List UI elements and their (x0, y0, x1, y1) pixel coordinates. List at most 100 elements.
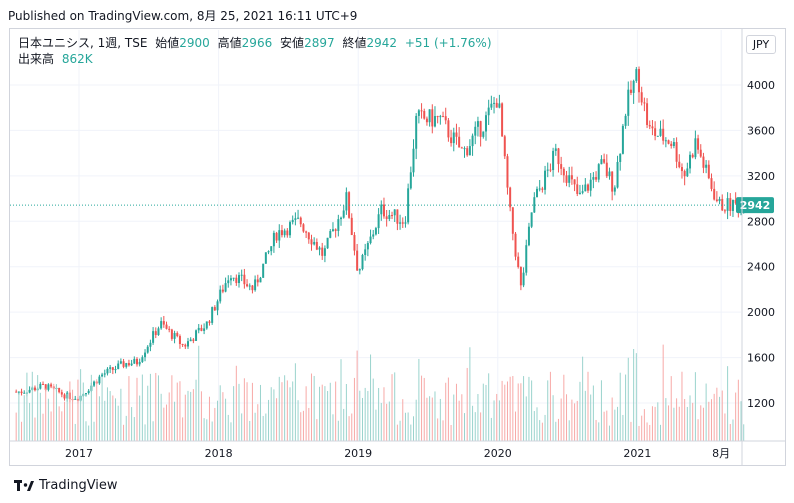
high-value: 2966 (241, 36, 273, 50)
candle-body (135, 358, 138, 365)
volume-bar (552, 395, 554, 441)
candle-body (718, 198, 721, 202)
candle-body (447, 120, 450, 138)
volume-bar (399, 420, 401, 441)
volume-bar (21, 421, 23, 441)
candle-body (356, 250, 359, 271)
volume-bar (681, 371, 683, 441)
volume-bar (490, 417, 492, 441)
candle-body (640, 92, 643, 103)
volume-bar (176, 382, 178, 441)
volume-bar (727, 366, 729, 441)
candle-body (729, 198, 732, 211)
candle-body (278, 230, 281, 241)
candle-body (388, 215, 391, 220)
volume-bar (378, 387, 380, 441)
volume-bar (340, 359, 342, 441)
volume-bar (668, 405, 670, 441)
volume-bar (316, 419, 318, 441)
volume-bar (364, 387, 366, 441)
candle-body (106, 368, 109, 374)
volume-bar (141, 374, 143, 441)
volume-bar (47, 398, 49, 441)
candle-body (624, 115, 627, 126)
volume-bar (404, 412, 406, 441)
candle-body (670, 143, 673, 147)
volume-bar (308, 407, 310, 441)
volume-bar (676, 398, 678, 441)
volume-bar (598, 422, 600, 441)
volume-bar (579, 381, 581, 441)
volume-bar (163, 407, 165, 441)
volume-bar (692, 402, 694, 441)
volume-bar (268, 399, 270, 441)
volume-bar (45, 388, 47, 441)
volume-bar (592, 385, 594, 441)
candle-body (519, 266, 522, 286)
volume-bar (171, 375, 173, 441)
volume-bar (735, 392, 737, 441)
y-tick-label: 1200 (747, 397, 775, 410)
candle-body (374, 228, 377, 235)
footer: TradingView (14, 478, 118, 493)
volume-bar (380, 402, 382, 441)
volume-bar (174, 401, 176, 441)
chart-frame (9, 28, 786, 466)
candle-body (629, 89, 632, 93)
candle-body (694, 138, 697, 158)
volume-bar (305, 386, 307, 441)
volume-bar (509, 376, 511, 441)
volume-bar (458, 400, 460, 441)
volume-bar (184, 394, 186, 441)
volume-bar (190, 391, 192, 441)
volume-bar (101, 376, 103, 441)
candle-body (272, 232, 275, 247)
currency-badge[interactable]: JPY (746, 35, 776, 54)
candle-body (127, 363, 130, 366)
volume-bar (375, 409, 377, 441)
volume-bar (531, 380, 533, 441)
volume-value: 862K (61, 52, 93, 66)
candle-body (428, 109, 431, 123)
volume-bar (64, 401, 66, 441)
volume-bar (402, 399, 404, 441)
volume-bar (590, 394, 592, 441)
published-note: Published on TradingView.com, 8月 25, 202… (8, 9, 358, 23)
candle-body (562, 168, 565, 176)
candle-body (538, 188, 541, 190)
candle-body (675, 142, 678, 162)
volume-bar (294, 363, 296, 441)
volume-bar (654, 406, 656, 441)
candle-body (133, 358, 136, 364)
volume-bar (649, 424, 651, 441)
volume-bar (55, 384, 57, 441)
candle-body (350, 217, 353, 236)
volume-bar (93, 421, 95, 441)
volume-bar (61, 411, 63, 441)
candle-body (200, 327, 203, 331)
volume-bar (646, 422, 648, 441)
candle-body (595, 177, 598, 180)
volume-bar (394, 372, 396, 441)
candle-body (74, 398, 77, 400)
candle-body (723, 210, 726, 212)
volume-bar (117, 405, 119, 441)
volume-bar (152, 421, 154, 441)
volume-bar (112, 395, 114, 441)
volume-bar (466, 367, 468, 441)
volume-bar (673, 407, 675, 441)
candle-body (216, 301, 219, 311)
volume-bar (131, 407, 133, 441)
candle-body (734, 199, 737, 204)
candle-body (240, 274, 243, 276)
candle-body (431, 109, 434, 127)
candle-body (638, 69, 641, 93)
candle-body (587, 184, 590, 191)
candle-body (678, 161, 681, 168)
candle-body (686, 168, 689, 177)
volume-bar (574, 403, 576, 441)
candle-body (479, 121, 482, 137)
candle-body (98, 376, 101, 384)
volume-bar (431, 397, 433, 441)
